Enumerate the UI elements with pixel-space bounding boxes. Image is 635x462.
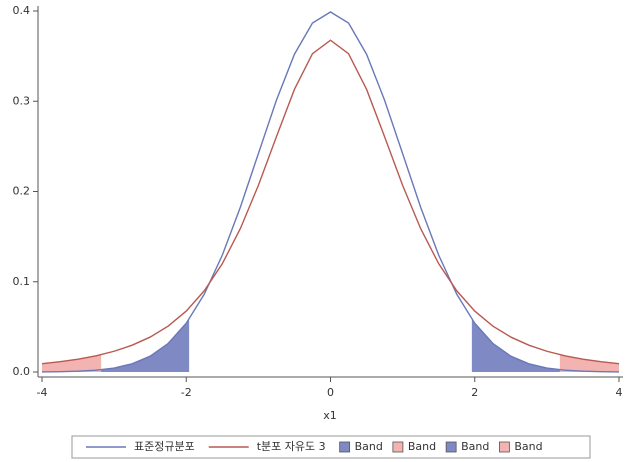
legend-swatch xyxy=(339,441,351,453)
series-line xyxy=(41,11,620,373)
band-area xyxy=(471,319,619,372)
x-tick-label: -4 xyxy=(37,386,48,399)
series-line xyxy=(41,39,620,365)
legend-label: Band xyxy=(461,440,489,453)
x-tick-label: 0 xyxy=(327,386,334,399)
legend-label: Band xyxy=(514,440,542,453)
x-tick-label: -2 xyxy=(181,386,192,399)
band-area xyxy=(42,354,102,372)
legend-swatch xyxy=(392,441,404,453)
y-tick-label: 0.1 xyxy=(13,275,31,288)
x-tick-label: 4 xyxy=(616,386,623,399)
x-axis-label: x1 xyxy=(323,409,337,422)
y-tick-label: 0.3 xyxy=(13,94,31,107)
y-tick-label: 0.4 xyxy=(13,4,31,17)
legend-label: t분포 자유도 3 xyxy=(257,440,326,453)
legend-swatch xyxy=(498,441,510,453)
legend-label: 표준정규분포 xyxy=(134,440,195,453)
legend-label: Band xyxy=(408,440,436,453)
band-area xyxy=(559,354,619,372)
x-tick-label: 2 xyxy=(471,386,478,399)
legend-label: Band xyxy=(355,440,383,453)
y-tick-label: 0.0 xyxy=(13,365,31,378)
band-area xyxy=(42,319,190,372)
y-tick-label: 0.2 xyxy=(13,185,31,198)
legend-frame xyxy=(71,435,591,459)
legend-swatch xyxy=(445,441,457,453)
